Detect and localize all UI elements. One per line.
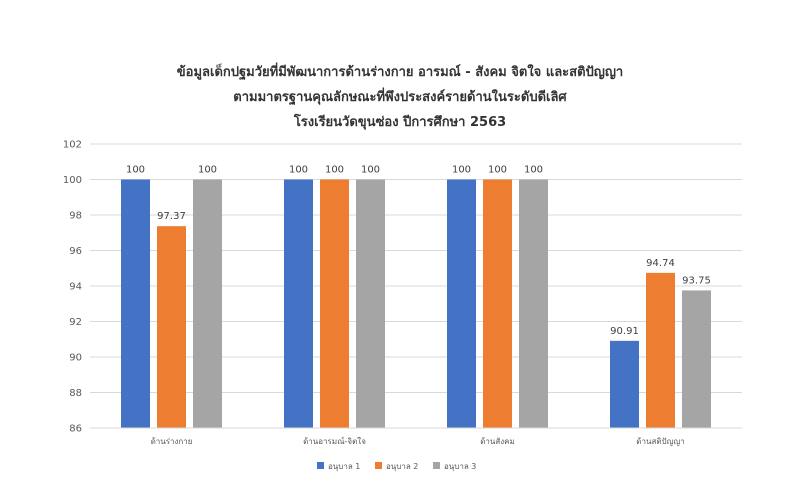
- y-tick-label: 98: [69, 211, 82, 222]
- bar: [646, 272, 675, 428]
- data-label: 100: [198, 165, 217, 176]
- data-label: 94.74: [646, 258, 675, 269]
- bar: [483, 179, 512, 428]
- legend-swatch: [433, 462, 440, 469]
- y-tick-label: 88: [69, 388, 82, 399]
- data-label: 100: [126, 165, 145, 176]
- bar: [610, 340, 639, 428]
- legend-label: อนุบาล 1: [328, 462, 360, 471]
- y-tick-label: 94: [69, 282, 82, 293]
- bar: [447, 179, 476, 428]
- category-label: ด้านร่างกาย: [151, 437, 193, 446]
- legend-label: อนุบาล 3: [444, 462, 476, 471]
- data-label: 100: [361, 165, 380, 176]
- data-label: 100: [452, 165, 471, 176]
- y-axis: 86 88 90 92 94 96 98 100 102: [63, 140, 82, 435]
- bar: [519, 179, 548, 428]
- y-tick-label: 100: [63, 175, 82, 186]
- bars: [121, 179, 711, 428]
- chart-title-line-3: โรงเรียนวัดขุนซ่อง ปีการศึกษา 2563: [293, 113, 506, 130]
- y-tick-label: 92: [69, 317, 82, 328]
- bar: [682, 290, 711, 428]
- bar: [356, 179, 385, 428]
- legend-label: อนุบาล 2: [386, 462, 418, 471]
- data-label: 100: [524, 165, 543, 176]
- bar: [193, 179, 222, 428]
- legend: อนุบาล 1 อนุบาล 2 อนุบาล 3: [317, 462, 476, 471]
- data-label: 100: [289, 165, 308, 176]
- category-label: ด้านสติปัญญา: [636, 437, 684, 446]
- data-labels: 100 97.37 100 100 100 100 100 100 100 90.91 94.74 9…: [126, 165, 711, 337]
- y-tick-label: 102: [63, 140, 82, 151]
- y-tick-label: 86: [69, 424, 82, 435]
- bar: [320, 179, 349, 428]
- y-tick-label: 96: [69, 246, 82, 257]
- data-label: 93.75: [682, 275, 711, 286]
- bar: [121, 179, 150, 428]
- chart-title-line-1: ข้อมูลเด็กปฐมวัยที่มีพัฒนาการด้านร่างกาย…: [177, 62, 623, 81]
- chart-title-line-2: ตามมาตรฐานคุณลักษณะที่พึงประสงค์รายด้านใ…: [233, 87, 567, 106]
- data-label: 97.37: [157, 211, 186, 222]
- category-label: ด้านสังคม: [480, 437, 515, 446]
- data-label: 90.91: [610, 326, 639, 337]
- data-label: 100: [325, 165, 344, 176]
- chart-title: ข้อมูลเด็กปฐมวัยที่มีพัฒนาการด้านร่างกาย…: [177, 62, 623, 130]
- bar: [157, 226, 186, 428]
- data-label: 100: [488, 165, 507, 176]
- category-label: ด้านอารมณ์-จิตใจ: [303, 436, 366, 446]
- bar: [284, 179, 313, 428]
- gridlines: [90, 143, 742, 429]
- legend-swatch: [375, 462, 382, 469]
- y-tick-label: 90: [69, 353, 82, 364]
- x-axis: ด้านร่างกาย ด้านอารมณ์-จิตใจ ด้านสังคม ด้าน…: [90, 427, 742, 446]
- legend-swatch: [317, 462, 324, 469]
